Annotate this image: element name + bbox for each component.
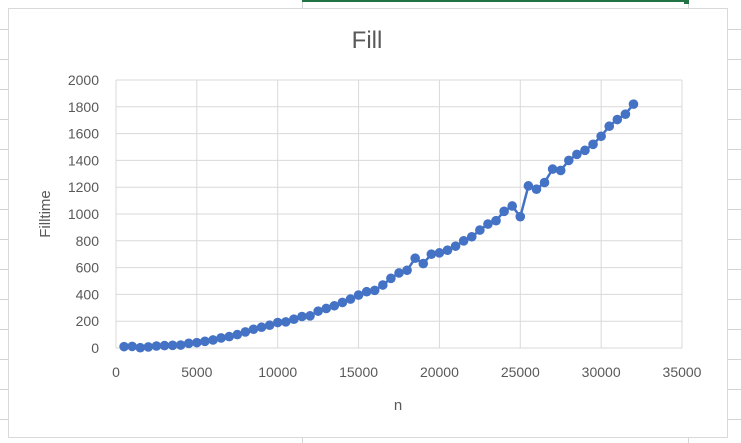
data-point	[216, 333, 226, 343]
data-point	[458, 236, 469, 246]
data-point	[547, 164, 558, 174]
x-axis-tick-labels: 0 5000 10000 15000 20000 25000 30000 35000	[112, 364, 702, 380]
data-point	[305, 311, 315, 321]
data-point	[159, 340, 170, 351]
data-point	[224, 331, 234, 342]
data-point	[192, 337, 202, 348]
data-point	[175, 340, 186, 350]
y-axis-tick-labels: 0 200 400 600 800 1000 1200 1400 1600 1800 2000	[68, 72, 99, 356]
x-tick-label: 0	[112, 364, 120, 380]
data-point	[531, 184, 542, 195]
data-point	[418, 258, 429, 269]
data-point	[208, 335, 218, 345]
data-point	[272, 317, 283, 328]
data-point	[378, 280, 388, 290]
data-point	[604, 121, 615, 132]
x-tick-label: 10000	[258, 364, 297, 380]
data-point	[499, 206, 509, 217]
y-tick-label: 2000	[68, 72, 99, 88]
data-point	[572, 149, 582, 160]
y-axis-title: Filltime	[37, 190, 54, 238]
data-point	[588, 139, 598, 150]
data-point	[361, 286, 372, 297]
data-point	[183, 338, 194, 349]
data-point	[612, 114, 623, 125]
series-line	[124, 103, 635, 349]
data-point	[248, 324, 259, 335]
data-point	[256, 322, 267, 333]
data-point	[345, 294, 356, 304]
data-point	[127, 341, 137, 352]
data-point	[450, 241, 461, 251]
data-point	[515, 211, 526, 222]
data-point	[628, 99, 639, 109]
data-point	[564, 155, 574, 166]
data-point	[232, 329, 243, 340]
y-tick-label: 800	[76, 233, 100, 249]
x-tick-label: 35000	[663, 364, 702, 380]
data-point	[264, 320, 275, 331]
data-point	[200, 336, 210, 347]
x-tick-label: 20000	[420, 364, 459, 380]
data-point	[475, 225, 485, 235]
data-point	[466, 231, 477, 242]
x-tick-label: 25000	[501, 364, 540, 380]
data-point	[313, 306, 323, 316]
data-point	[353, 290, 364, 300]
selected-cell-border[interactable]	[302, 0, 688, 2]
y-tick-label: 1200	[68, 179, 99, 195]
data-point	[329, 300, 340, 311]
y-tick-label: 0	[91, 340, 99, 356]
y-tick-label: 1600	[68, 126, 99, 142]
x-axis-title: n	[394, 397, 402, 414]
data-point	[596, 131, 606, 142]
series-layer	[119, 99, 639, 353]
y-tick-label: 1000	[68, 206, 99, 222]
data-point	[151, 341, 162, 351]
data-point	[434, 248, 445, 258]
data-point	[442, 245, 453, 255]
y-tick-label: 1800	[68, 99, 99, 115]
y-tick-label: 600	[76, 260, 100, 276]
data-point	[167, 340, 178, 351]
data-point	[410, 253, 420, 264]
x-tick-label: 30000	[582, 364, 621, 380]
data-point	[539, 177, 550, 188]
data-point	[426, 249, 437, 259]
fill-handle[interactable]	[684, 0, 689, 4]
data-point	[143, 342, 154, 352]
data-point	[507, 201, 517, 211]
y-tick-label: 1400	[68, 152, 99, 168]
data-point	[281, 317, 291, 327]
data-point	[580, 145, 590, 156]
data-point	[337, 297, 348, 308]
data-point	[483, 219, 493, 229]
data-point	[119, 341, 129, 352]
data-point	[297, 311, 307, 322]
data-point	[394, 268, 404, 278]
data-point	[321, 303, 332, 314]
x-tick-label: 15000	[339, 364, 378, 380]
data-point	[135, 342, 146, 353]
data-point	[402, 265, 412, 276]
data-point	[386, 273, 396, 284]
y-tick-label: 400	[76, 286, 100, 302]
data-point	[620, 109, 631, 119]
data-point	[491, 215, 501, 226]
data-point	[555, 165, 566, 176]
data-point	[240, 327, 251, 337]
data-point	[523, 181, 534, 191]
data-point	[289, 314, 299, 324]
data-point	[369, 285, 380, 296]
chart-title: Fill	[352, 27, 383, 54]
chart-gridlines	[115, 79, 683, 349]
y-tick-label: 200	[76, 313, 100, 329]
x-tick-label: 5000	[181, 364, 212, 380]
